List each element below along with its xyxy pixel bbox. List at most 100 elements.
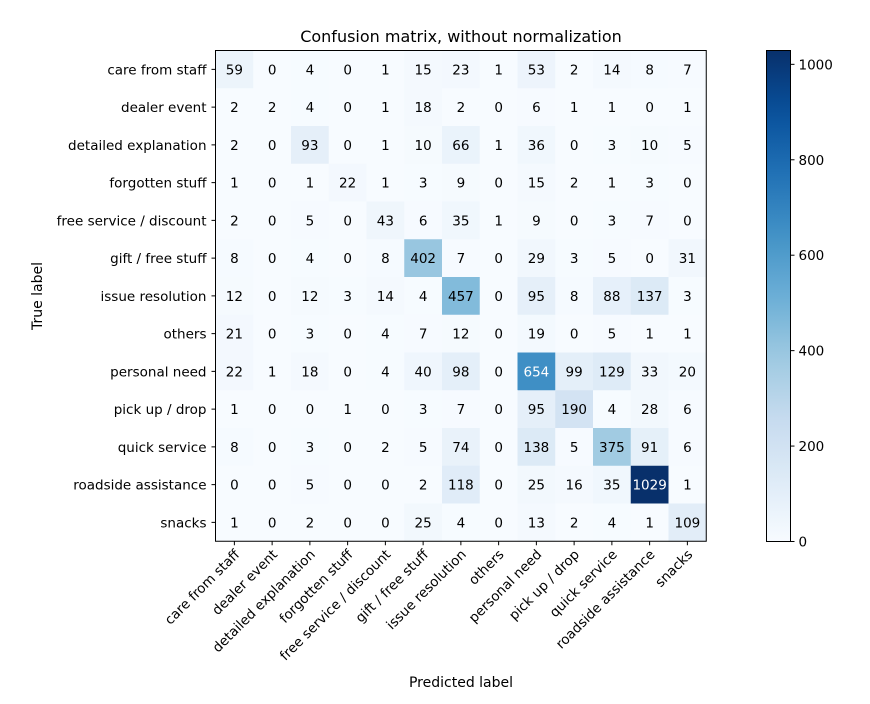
cell-value-label: 53 — [528, 62, 545, 78]
cell-value-label: 0 — [494, 478, 503, 494]
cell-value-label: 36 — [528, 138, 545, 154]
cell-value-label: 2 — [268, 100, 277, 116]
heatmap-cell — [328, 277, 367, 316]
heatmap-cell — [555, 352, 594, 391]
cell-value-label: 4 — [381, 364, 390, 380]
cell-value-label: 2 — [570, 515, 579, 531]
cell-value-label: 3 — [419, 402, 428, 418]
x-tick-label: snacks — [652, 547, 696, 591]
cell-value-label: 190 — [561, 402, 587, 418]
cell-value-label: 402 — [410, 251, 436, 267]
heatmap-cell — [253, 390, 292, 429]
cell-value-label: 29 — [528, 251, 545, 267]
cell-value-label: 1 — [608, 100, 617, 116]
heatmap-cell — [479, 277, 518, 316]
cell-value-label: 0 — [570, 327, 579, 343]
y-tick-label: forgotten stuff — [109, 176, 207, 192]
heatmap-cell — [517, 201, 556, 240]
heatmap-cell — [555, 88, 594, 127]
cell-value-label: 7 — [457, 251, 466, 267]
cell-value-label: 1029 — [632, 478, 666, 494]
cell-value-label: 1 — [645, 327, 654, 343]
heatmap-cell — [215, 352, 254, 391]
heatmap-cell — [630, 163, 669, 202]
heatmap-cell — [668, 503, 707, 542]
heatmap-cell — [555, 50, 594, 89]
heatmap-cell — [517, 239, 556, 278]
heatmap-cell — [593, 163, 632, 202]
cell-value-label: 1 — [494, 138, 503, 154]
heatmap-cell — [253, 50, 292, 89]
heatmap-cell — [517, 88, 556, 127]
heatmap-cell — [328, 88, 367, 127]
heatmap-cell — [253, 428, 292, 467]
heatmap-cell — [404, 163, 443, 202]
heatmap-cell — [630, 390, 669, 429]
heatmap-cell — [253, 277, 292, 316]
cell-value-label: 1 — [683, 100, 692, 116]
cell-value-label: 0 — [570, 138, 579, 154]
cell-value-label: 7 — [645, 213, 654, 229]
heatmap-cell — [366, 163, 405, 202]
cell-value-label: 43 — [377, 213, 394, 229]
heatmap-cell — [555, 277, 594, 316]
cell-value-label: 0 — [645, 251, 654, 267]
cell-value-label: 0 — [494, 440, 503, 456]
heatmap-cell — [517, 126, 556, 165]
cell-value-label: 0 — [268, 327, 277, 343]
cell-value-label: 91 — [641, 440, 658, 456]
heatmap-cell — [215, 465, 254, 504]
heatmap-cell — [328, 352, 367, 391]
cell-value-label: 0 — [494, 402, 503, 418]
cell-value-label: 0 — [381, 478, 390, 494]
cell-value-label: 15 — [415, 62, 432, 78]
heatmap-cell — [630, 503, 669, 542]
heatmap-cell — [366, 50, 405, 89]
heatmap-cell — [404, 50, 443, 89]
heatmap-cell — [215, 163, 254, 202]
cell-value-label: 4 — [608, 515, 617, 531]
cell-value-label: 0 — [343, 251, 352, 267]
heatmap-cell — [593, 88, 632, 127]
y-tick-label: free service / discount — [57, 213, 207, 229]
cell-value-label: 1 — [608, 176, 617, 192]
cell-value-label: 0 — [343, 100, 352, 116]
cell-value-label: 1 — [381, 100, 390, 116]
heatmap-cell — [479, 314, 518, 353]
cell-value-label: 23 — [452, 62, 469, 78]
cell-value-label: 18 — [415, 100, 432, 116]
heatmap-cell — [215, 503, 254, 542]
heatmap-cell — [517, 390, 556, 429]
heatmap-cell — [668, 465, 707, 504]
y-tick-label: personal need — [110, 364, 206, 380]
cell-value-label: 8 — [381, 251, 390, 267]
heatmap-cell — [593, 277, 632, 316]
heatmap-cell — [291, 465, 330, 504]
heatmap-cell — [517, 314, 556, 353]
cell-value-label: 0 — [494, 251, 503, 267]
cell-value-label: 25 — [528, 478, 545, 494]
cell-value-label: 5 — [608, 327, 617, 343]
cell-value-label: 1 — [230, 176, 239, 192]
cell-value-label: 0 — [268, 289, 277, 305]
heatmap-cell — [328, 428, 367, 467]
heatmap-cell — [291, 126, 330, 165]
heatmap-cell — [555, 428, 594, 467]
heatmap-cell — [215, 50, 254, 89]
chart-title: Confusion matrix, without normalization — [300, 27, 622, 46]
heatmap-cell — [442, 352, 481, 391]
cell-value-label: 1 — [381, 62, 390, 78]
heatmap-cell — [555, 390, 594, 429]
cell-value-label: 1 — [343, 402, 352, 418]
cell-value-label: 6 — [683, 402, 692, 418]
heatmap-cell — [555, 239, 594, 278]
cell-value-label: 21 — [226, 327, 243, 343]
heatmap-cell — [253, 239, 292, 278]
heatmap-cell — [328, 163, 367, 202]
cell-value-label: 8 — [230, 440, 239, 456]
heatmap-cell — [328, 239, 367, 278]
cell-value-label: 654 — [523, 364, 549, 380]
heatmap-cell — [328, 201, 367, 240]
y-tick-label: quick service — [118, 440, 207, 456]
cell-value-label: 0 — [268, 440, 277, 456]
